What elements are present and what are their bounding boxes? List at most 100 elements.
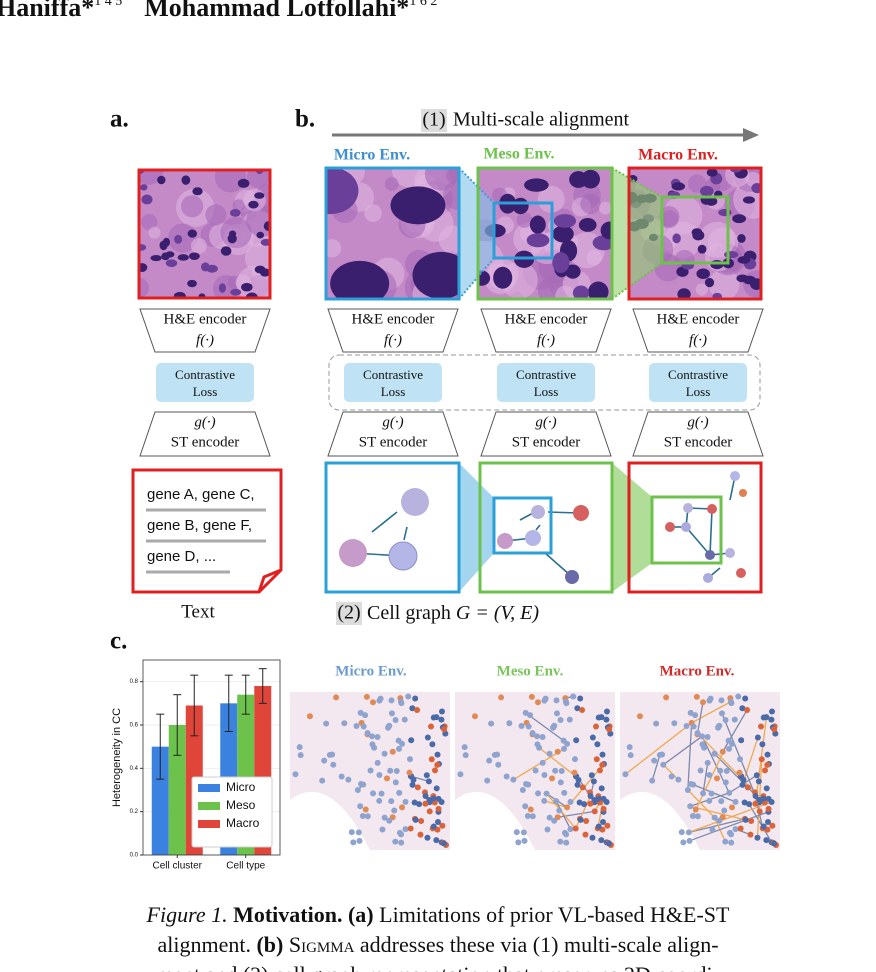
- nucleus: [177, 254, 189, 261]
- spot: [424, 834, 431, 841]
- y-tick-label: 0.4: [130, 766, 139, 772]
- nucleus: [390, 186, 446, 225]
- spot: [557, 779, 564, 786]
- spot: [519, 786, 526, 793]
- nucleus: [173, 291, 186, 298]
- spot: [393, 767, 400, 774]
- encoder-name: ST encoder: [512, 434, 580, 450]
- nucleus: [706, 168, 718, 177]
- spot: [699, 699, 706, 706]
- stroma: [708, 269, 740, 299]
- spot: [687, 709, 694, 716]
- spot: [771, 840, 778, 847]
- spot: [764, 818, 771, 825]
- nucleus: [161, 252, 170, 261]
- spot: [539, 759, 546, 766]
- spot: [742, 695, 749, 702]
- bar-chart: 0.0 0.2 0.4 0.6 0.8 Heterogeneity in CC Cell c…: [111, 659, 281, 872]
- author: Mohammad Lotfollahi*: [144, 0, 409, 22]
- spot: [561, 745, 568, 752]
- spot: [557, 717, 564, 724]
- spot: [716, 817, 723, 824]
- spot: [494, 751, 501, 758]
- spot: [398, 700, 405, 707]
- spot: [362, 806, 369, 813]
- spot: [556, 807, 563, 814]
- gene-line: gene D, ...: [147, 548, 216, 565]
- spot: [518, 722, 525, 729]
- legend-box: [191, 776, 273, 848]
- nucleus: [692, 230, 705, 241]
- spot: [739, 781, 746, 788]
- gene-line: gene A, gene C,: [147, 486, 255, 503]
- spot: [685, 829, 692, 836]
- stroma: [586, 249, 602, 266]
- cell: [703, 573, 713, 583]
- loss-box: [497, 363, 595, 402]
- cell: [339, 539, 367, 567]
- nucleus: [237, 178, 250, 188]
- he-encoder: [480, 308, 612, 353]
- encoder-function: f(·): [384, 332, 402, 348]
- loss-text: Loss: [534, 384, 559, 399]
- spot: [699, 733, 706, 740]
- spot: [379, 826, 386, 833]
- spot: [649, 777, 656, 784]
- spot: [409, 705, 416, 712]
- cell: [388, 541, 418, 571]
- spot: [529, 730, 536, 737]
- caption-text: alignment.: [157, 932, 251, 957]
- arrow-head: [743, 128, 759, 142]
- spot: [360, 781, 367, 788]
- spot: [471, 713, 478, 720]
- spot: [598, 837, 605, 844]
- nucleus: [187, 229, 198, 238]
- spot: [567, 826, 574, 833]
- graph-edges: [352, 475, 736, 579]
- stroma: [384, 177, 399, 191]
- spot: [392, 717, 399, 724]
- number-badge: [336, 602, 362, 625]
- loss-text: Contrastive: [516, 367, 576, 382]
- spot: [378, 790, 385, 797]
- spot: [744, 784, 751, 791]
- nucleus: [737, 256, 751, 264]
- legend-label: Macro: [226, 816, 260, 830]
- spot: [438, 716, 445, 723]
- spot: [755, 778, 762, 785]
- formula: G = (V, E): [456, 602, 539, 624]
- nucleus: [248, 200, 259, 209]
- nucleus: [254, 192, 265, 199]
- spot: [678, 829, 685, 836]
- encoder-function: g(·): [194, 414, 215, 430]
- caption-text: addresses these via (1) multi-scale alig…: [359, 932, 719, 957]
- spot: [680, 839, 687, 846]
- spot: [761, 767, 768, 774]
- spot: [566, 716, 573, 723]
- caption-title: Motivation.: [233, 902, 343, 927]
- zoom-connector: [612, 168, 662, 299]
- y-tick-label: 0.8: [130, 679, 139, 685]
- graph-edge: [651, 754, 661, 781]
- spot: [651, 757, 658, 764]
- spot: [418, 818, 425, 825]
- spot: [706, 797, 713, 804]
- spot: [763, 837, 770, 844]
- spot: [571, 769, 578, 776]
- he-encoder: [139, 308, 271, 353]
- spot: [572, 825, 579, 832]
- spot: [399, 804, 406, 811]
- spot: [564, 804, 571, 811]
- spot: [423, 772, 430, 779]
- spot: [738, 737, 745, 744]
- spot: [701, 744, 708, 751]
- spot: [742, 816, 749, 823]
- spot: [434, 751, 441, 758]
- spot: [723, 767, 730, 774]
- graph-frame: [478, 461, 614, 594]
- edge: [685, 526, 711, 556]
- spot: [329, 751, 336, 758]
- spot: [739, 705, 746, 712]
- spot: [574, 705, 581, 712]
- spot: [557, 838, 564, 845]
